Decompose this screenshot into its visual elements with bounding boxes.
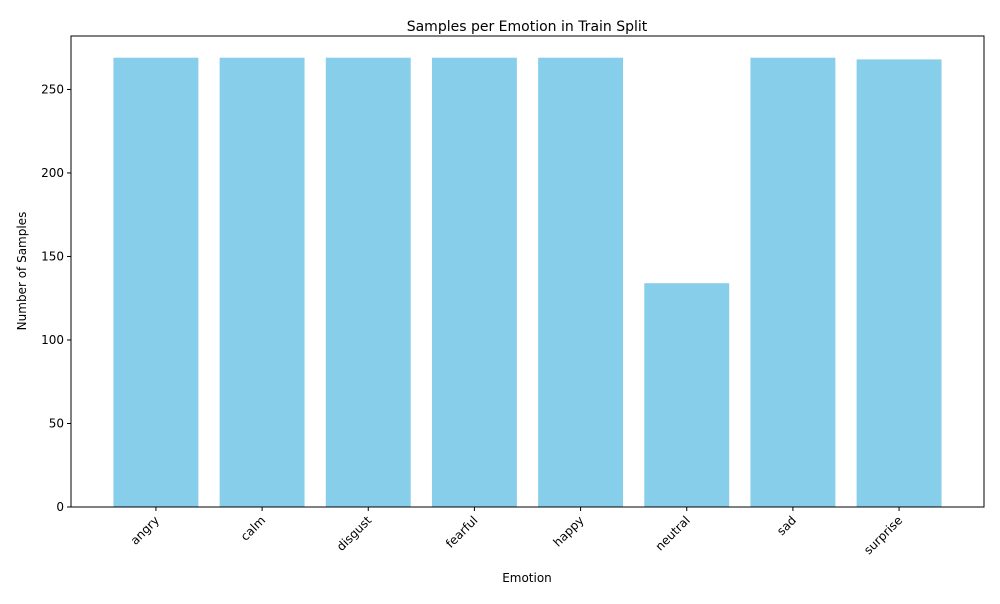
bar-fearful <box>431 57 517 507</box>
bars-layer <box>113 57 942 507</box>
plot-frame <box>70 35 985 508</box>
bar-happy <box>538 57 624 507</box>
chart-title: Samples per Emotion in Train Split <box>407 19 648 35</box>
bar-disgust <box>325 57 411 507</box>
y-tick-label-0: 0 <box>56 500 64 514</box>
y-tick-label-50: 50 <box>49 416 64 430</box>
x-axis-label: Emotion <box>502 571 552 585</box>
y-axis-label: Number of Samples <box>15 212 29 331</box>
y-tick-label-250: 250 <box>41 82 64 96</box>
bar-calm <box>219 57 305 507</box>
y-tick-label-200: 200 <box>41 166 64 180</box>
bar-angry <box>113 57 199 507</box>
y-tick-label-150: 150 <box>41 249 64 263</box>
bar-surprise <box>856 59 942 507</box>
bar-neutral <box>644 283 730 507</box>
y-ticks-layer: 0 50 100 150 200 250 <box>41 82 71 514</box>
y-tick-label-100: 100 <box>41 333 64 347</box>
bar-sad <box>750 57 836 507</box>
